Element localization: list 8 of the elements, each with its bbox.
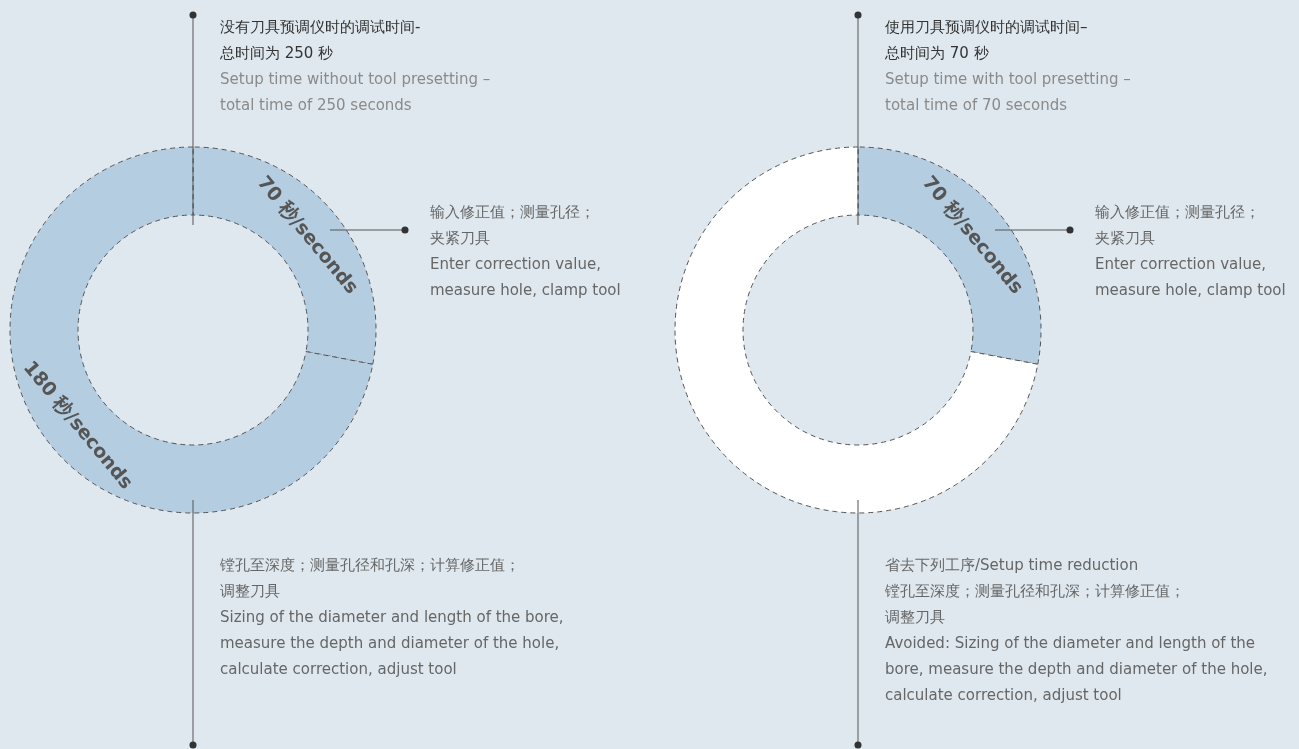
chart-subtitle: Setup time with tool presetting – total time of 70 seconds <box>885 70 1131 114</box>
chart-subtitle: Setup time without tool presetting – total time of 250 seconds <box>220 70 491 114</box>
slice-label: 镗孔至深度；测量孔径和孔深；计算修正值；调整刀具 Sizing of the diameter and length of the bore, measure the depth and diameter of the hole, calculate correction, adjust tool <box>219 556 564 678</box>
slice-label: 省去下列工序/Setup time reduction 镗孔至深度；测量孔径和孔深；计算修正值；调整刀具 Avoided: Sizing of the diameter and length of the bore, measure the depth and diameter of the hole, calculate correction, adjust tool <box>884 556 1268 704</box>
slice-label: 输入修正值；测量孔径；夹紧刀具 Enter correction value, measure hole, clamp tool <box>1095 203 1286 299</box>
chart-title: 使用刀具预调仪时的调试时间– 总时间为 70 秒 <box>884 18 1088 62</box>
chart-title: 没有刀具预调仪时的调试时间- 总时间为 250 秒 <box>219 18 421 62</box>
slice-label: 输入修正值；测量孔径；夹紧刀具 Enter correction value, measure hole, clamp tool <box>430 203 621 299</box>
